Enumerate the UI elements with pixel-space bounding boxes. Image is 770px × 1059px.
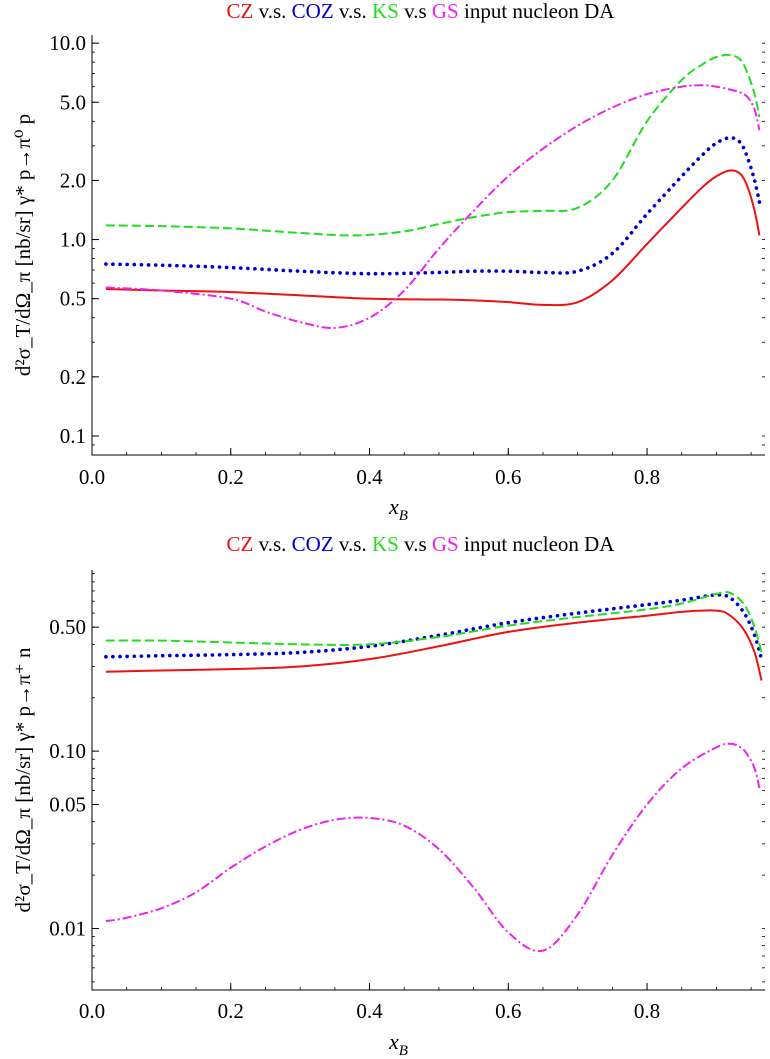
y-tick-label: 0.10 [49,739,86,763]
x-axis-label: xB [388,494,408,524]
series-line-CZ [105,609,763,681]
chart-title-part-4: KS [372,532,399,556]
y-tick-label: 0.2 [60,365,86,389]
y-tick-label: 5.0 [60,90,86,114]
y-tick-label: 2.0 [60,168,86,192]
y-tick-label: 0.05 [49,793,86,817]
series-line-CZ [105,169,761,307]
x-tick-label: 0.0 [79,999,105,1023]
y-tick-label: 0.50 [49,615,86,639]
chart-title-part-3: v.s. [334,532,372,556]
chart-title-part-0: CZ [227,0,254,23]
chart-title: CZ v.s. COZ v.s. KS v.s GS input nucleon… [227,532,616,556]
x-tick-label: 0.2 [218,465,244,489]
axis-frame-top [92,570,765,990]
chart-panel-2: CZ v.s. COZ v.s. KS v.s GS input nucleon… [11,532,765,1059]
axis-frame [91,570,765,991]
x-tick-label: 0.2 [218,999,244,1023]
series-line-KS [105,53,761,237]
x-tick-label: 0.6 [495,465,521,489]
series-line-GS [105,84,761,329]
chart-title-part-5: v.s [399,532,432,556]
x-tick-label: 0.8 [634,999,660,1023]
y-tick-label: 0.01 [49,916,86,940]
chart-title-part-2: COZ [292,532,334,556]
y-tick-label: 10.0 [49,31,86,55]
series-line-GS [105,742,761,953]
chart-title-part-7: input nucleon DA [459,532,616,556]
x-tick-label: 0.6 [495,999,521,1023]
chart-title-part-1: v.s. [253,532,291,556]
x-axis-label: xB [388,1029,408,1059]
chart-title: CZ v.s. COZ v.s. KS v.s GS input nucleon… [227,0,616,23]
x-tick-label: 0.4 [356,465,383,489]
series-line-KS [105,590,763,653]
chart-title-part-3: v.s. [334,0,372,23]
y-tick-label: 1.0 [60,228,86,252]
y-axis-label: d²σ_T/dΩ_π [nb/sr] γ* p→π⁰ p [11,114,35,376]
x-tick-label: 0.8 [634,465,660,489]
y-tick-label: 0.5 [60,287,86,311]
chart-title-part-1: v.s. [253,0,291,23]
chart-title-part-0: CZ [227,532,254,556]
chart-panel-1: CZ v.s. COZ v.s. KS v.s GS input nucleon… [11,0,765,524]
x-tick-label: 0.4 [356,999,383,1023]
y-tick-label: 0.1 [60,424,86,448]
chart-title-part-5: v.s [399,0,432,23]
chart-title-part-4: KS [372,0,399,23]
series-line-COZ [104,135,762,276]
x-tick-label: 0.0 [79,465,105,489]
chart-title-part-6: GS [432,0,459,23]
series-line-COZ [104,593,764,661]
chart-title-part-2: COZ [292,0,334,23]
y-axis-label: d²σ_T/dΩ_π [nb/sr] γ* p→π⁺ n [11,647,35,912]
chart-title-part-7: input nucleon DA [459,0,616,23]
chart-title-part-6: GS [432,532,459,556]
